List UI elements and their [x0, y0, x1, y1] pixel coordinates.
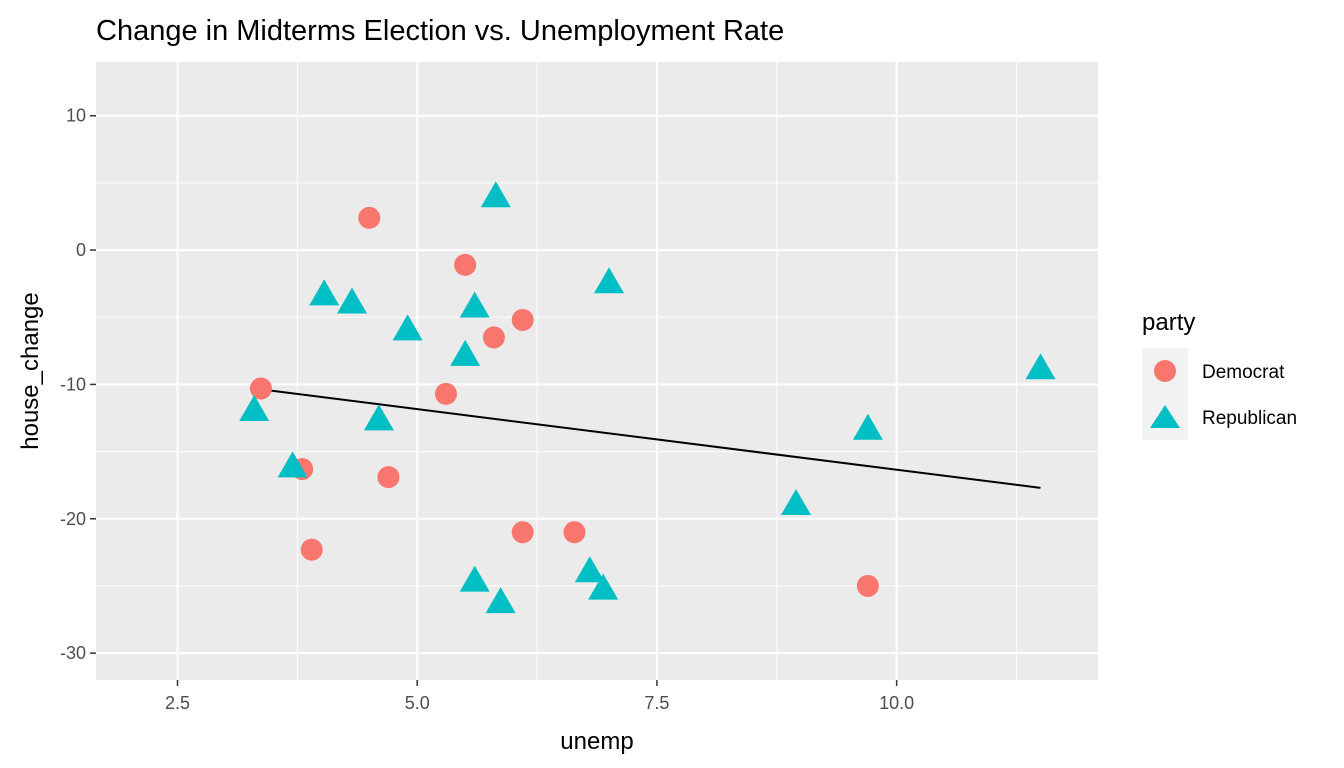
data-point-democrat — [434, 382, 457, 405]
y-tick-label: -10 — [60, 374, 86, 394]
y-tick-label: 0 — [76, 240, 86, 260]
legend-label-democrat: Democrat — [1202, 362, 1285, 383]
fit-line-layer — [254, 387, 1041, 489]
points-layer — [239, 181, 1056, 614]
data-point-democrat — [249, 377, 272, 400]
data-point-democrat — [358, 206, 381, 229]
data-point-republican — [337, 287, 367, 314]
data-point-democrat — [563, 521, 586, 544]
minor-gridlines — [96, 62, 1098, 680]
data-point-republican — [480, 181, 511, 208]
y-tick-label: 10 — [66, 106, 86, 126]
data-point-republican — [277, 451, 308, 478]
y-tick-label: -30 — [60, 643, 86, 663]
x-tick-label: 7.5 — [644, 693, 669, 713]
data-point-republican — [459, 565, 490, 592]
y-axis-title: house_change — [17, 292, 44, 449]
y-tick-label: -20 — [60, 509, 86, 529]
data-point-republican — [392, 314, 423, 341]
data-point-democrat — [300, 538, 323, 561]
data-point-republican — [485, 587, 516, 614]
data-point-republican — [450, 339, 481, 366]
data-point-republican — [594, 267, 624, 294]
data-point-democrat — [454, 253, 477, 276]
data-point-republican — [781, 489, 811, 515]
data-point-democrat — [482, 326, 505, 349]
data-point-republican — [239, 395, 270, 421]
legend-title: party — [1142, 309, 1195, 336]
data-point-democrat — [856, 574, 879, 597]
x-axis-ticks: 2.5 5.0 7.5 10.0 — [165, 680, 914, 713]
chart-title: Change in Midterms Election vs. Unemploy… — [96, 15, 784, 47]
data-point-republican — [588, 573, 619, 600]
major-gridlines — [96, 62, 1098, 680]
data-point-democrat — [511, 521, 534, 544]
fit-line — [254, 387, 1041, 489]
legend: party Democrat Republican — [1142, 309, 1297, 440]
x-tick-label: 2.5 — [165, 693, 190, 713]
x-tick-label: 5.0 — [405, 693, 430, 713]
legend-symbol-republican — [1150, 405, 1180, 428]
data-point-republican — [852, 413, 883, 440]
data-point-republican — [309, 279, 340, 306]
data-point-republican — [574, 556, 605, 583]
data-point-republican — [363, 404, 394, 431]
x-tick-label: 10.0 — [879, 693, 914, 713]
data-point-republican — [1025, 353, 1056, 380]
data-point-republican — [459, 291, 490, 318]
legend-symbol-democrat — [1154, 360, 1176, 382]
x-axis-title: unemp — [560, 728, 633, 755]
data-point-democrat — [377, 466, 400, 489]
data-point-democrat — [511, 308, 534, 331]
y-axis-ticks: -30 -20 -10 0 10 — [60, 106, 96, 663]
legend-label-republican: Republican — [1202, 408, 1297, 429]
